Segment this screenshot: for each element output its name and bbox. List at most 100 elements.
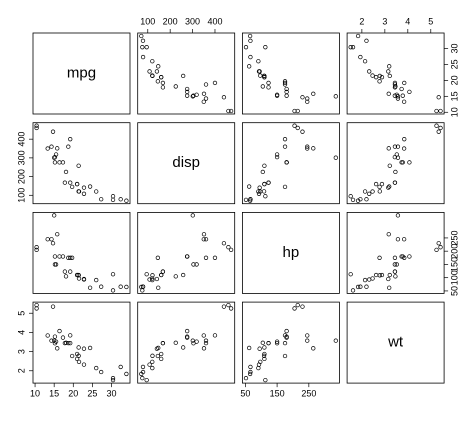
point (191, 93, 196, 98)
point (387, 163, 392, 168)
point (76, 345, 81, 350)
point (399, 86, 404, 92)
point (94, 189, 99, 194)
point (140, 369, 146, 375)
point (68, 269, 73, 274)
point (292, 123, 297, 128)
point (387, 184, 392, 189)
point (140, 364, 146, 370)
point (358, 197, 363, 202)
point (203, 338, 209, 343)
y-tick-label: 3 (16, 349, 26, 354)
point (386, 91, 391, 96)
point (34, 123, 39, 128)
point (154, 346, 160, 351)
point (159, 272, 164, 278)
point (358, 284, 363, 289)
point (402, 80, 407, 86)
point (34, 245, 39, 250)
point (350, 45, 356, 50)
point (99, 284, 104, 289)
point (150, 273, 155, 278)
point (436, 241, 441, 246)
point (284, 93, 289, 98)
point (52, 254, 58, 259)
x-tick-label: 15 (49, 388, 59, 398)
point (377, 184, 382, 190)
variable-label: mpg (67, 64, 96, 81)
point (292, 306, 297, 311)
point (350, 288, 356, 293)
point (305, 144, 310, 149)
point (60, 160, 66, 165)
y-tick-label: 50 (449, 286, 459, 296)
point (257, 185, 262, 190)
point (282, 353, 288, 359)
point (63, 274, 69, 279)
point (263, 377, 268, 383)
y-tick-label: 200 (449, 244, 459, 259)
y-tick-label: 20 (449, 75, 459, 85)
point (377, 255, 382, 260)
point (110, 288, 116, 293)
point (110, 376, 116, 381)
point (311, 91, 316, 96)
point (258, 359, 263, 364)
point (144, 272, 149, 277)
point (358, 54, 363, 60)
point (407, 160, 412, 165)
point (400, 160, 405, 165)
point (261, 353, 267, 358)
point (392, 180, 398, 185)
point (305, 333, 310, 338)
point (190, 338, 195, 343)
point (393, 169, 398, 175)
point (194, 262, 199, 267)
variable-label: wt (387, 334, 404, 351)
point (401, 146, 407, 151)
point (311, 146, 316, 151)
point (68, 137, 73, 142)
panel-frame (137, 122, 236, 205)
point (256, 365, 261, 371)
point (191, 341, 196, 346)
point (52, 160, 58, 165)
point (386, 232, 391, 237)
point (147, 277, 152, 282)
point (350, 197, 356, 202)
point (258, 73, 263, 78)
x-tick-label: 25 (87, 388, 97, 398)
point (395, 144, 401, 149)
point (159, 356, 164, 362)
point (261, 73, 267, 79)
point (87, 285, 93, 290)
point (260, 340, 265, 345)
y-tick-label: 150 (449, 257, 459, 272)
point (282, 184, 288, 190)
point (190, 213, 195, 218)
point (52, 334, 58, 339)
point (377, 73, 382, 79)
point (55, 232, 60, 237)
point (150, 59, 155, 64)
point (434, 247, 439, 253)
point (110, 272, 116, 277)
point (74, 181, 80, 187)
point (144, 45, 149, 50)
x-tick-label: 300 (185, 16, 200, 26)
panel-frame (346, 211, 445, 294)
panel-frame (346, 32, 445, 115)
point (228, 108, 234, 114)
panel-frame (32, 301, 131, 384)
point (203, 237, 209, 242)
y-tick-label: 250 (449, 230, 459, 245)
point (274, 152, 280, 157)
point (248, 364, 253, 370)
point (201, 346, 207, 351)
point (282, 80, 288, 86)
point (387, 73, 392, 79)
point (55, 146, 60, 151)
point (203, 340, 209, 346)
point (386, 185, 391, 190)
point (379, 272, 385, 278)
